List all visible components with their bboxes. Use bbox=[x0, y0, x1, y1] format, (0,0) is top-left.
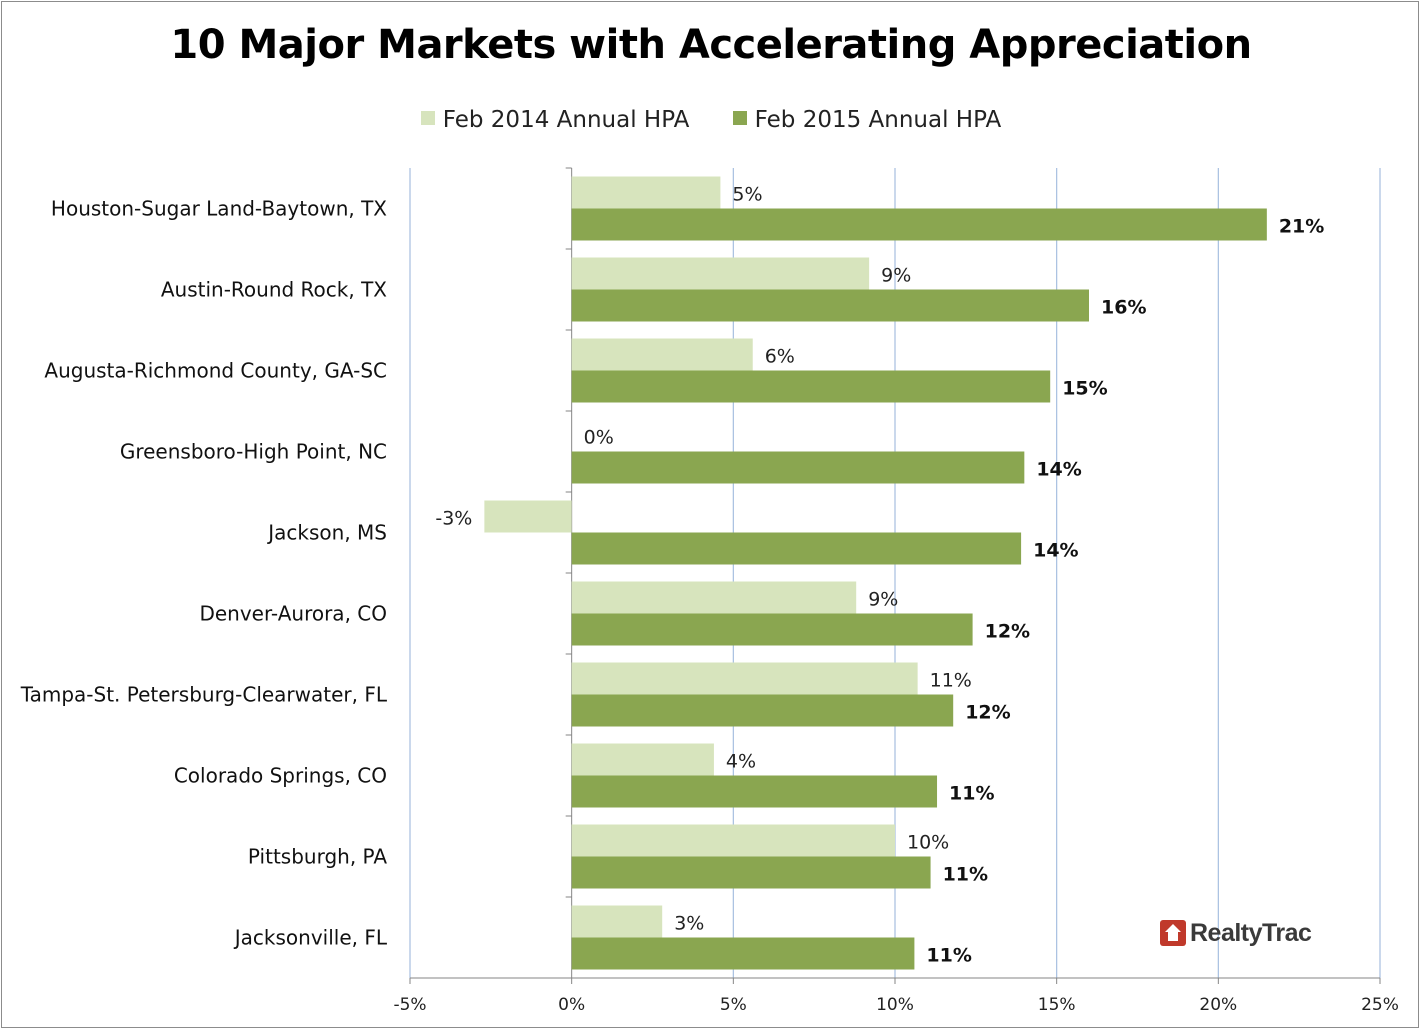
data-label-feb-2015: 16% bbox=[1101, 297, 1146, 319]
data-label-feb-2014: 4% bbox=[726, 751, 756, 773]
category-label: Denver-Aurora, CO bbox=[199, 602, 387, 626]
bar-feb-2014 bbox=[571, 176, 721, 209]
bar-feb-2015 bbox=[571, 208, 1267, 241]
bar-feb-2015 bbox=[571, 613, 973, 646]
data-label-feb-2015: 12% bbox=[965, 702, 1010, 724]
data-label-feb-2014: 6% bbox=[765, 346, 795, 368]
legend-swatch-2014 bbox=[420, 111, 435, 125]
data-label-feb-2014: 9% bbox=[868, 589, 898, 611]
bar-feb-2015 bbox=[571, 856, 931, 889]
data-label-feb-2015: 11% bbox=[943, 864, 988, 886]
bar-feb-2014 bbox=[571, 581, 857, 614]
bar-feb-2014 bbox=[571, 662, 918, 695]
legend-item-2015: Feb 2015 Annual HPA bbox=[732, 106, 1002, 133]
bar-feb-2014 bbox=[571, 824, 895, 857]
bar-feb-2015 bbox=[571, 694, 954, 727]
x-tick-label: 15% bbox=[1038, 995, 1076, 1015]
category-label: Colorado Springs, CO bbox=[174, 764, 387, 788]
bar-feb-2015 bbox=[571, 370, 1051, 403]
x-tick-label: 5% bbox=[720, 995, 747, 1015]
legend-item-2014: Feb 2014 Annual HPA bbox=[420, 106, 690, 133]
realtytrac-logo: RealtyTrac bbox=[1160, 918, 1312, 948]
category-label: Austin-Round Rock, TX bbox=[161, 278, 387, 302]
category-label: Jacksonville, FL bbox=[233, 926, 388, 950]
data-label-feb-2015: 21% bbox=[1279, 216, 1324, 238]
legend-swatch-2015 bbox=[732, 111, 747, 125]
category-label: Pittsburgh, PA bbox=[248, 845, 387, 869]
category-label: Greensboro-High Point, NC bbox=[120, 440, 387, 464]
data-label-feb-2014: 9% bbox=[881, 265, 911, 287]
bar-feb-2015 bbox=[571, 289, 1089, 322]
chart-title: 10 Major Markets with Accelerating Appre… bbox=[170, 22, 1252, 68]
bar-feb-2014 bbox=[484, 500, 572, 533]
bar-feb-2015 bbox=[571, 937, 915, 970]
bar-feb-2014 bbox=[571, 905, 663, 938]
x-tick-label: 0% bbox=[558, 995, 585, 1015]
category-label: Augusta-Richmond County, GA-SC bbox=[44, 359, 387, 383]
data-label-feb-2014: 0% bbox=[584, 427, 614, 449]
data-label-feb-2015: 15% bbox=[1062, 378, 1107, 400]
x-tick-label: 25% bbox=[1361, 995, 1399, 1015]
bar-feb-2015 bbox=[571, 451, 1025, 484]
category-label: Tampa-St. Petersburg-Clearwater, FL bbox=[20, 683, 388, 707]
x-tick-label: 10% bbox=[876, 995, 914, 1015]
data-label-feb-2014: 11% bbox=[930, 670, 972, 692]
data-label-feb-2014: 5% bbox=[732, 184, 762, 206]
logo-text: RealtyTrac bbox=[1190, 918, 1312, 947]
x-tick-label: 20% bbox=[1199, 995, 1237, 1015]
bar-feb-2014 bbox=[571, 743, 714, 776]
data-label-feb-2015: 14% bbox=[1033, 540, 1078, 562]
data-label-feb-2014: 10% bbox=[907, 832, 949, 854]
legend-label-2014: Feb 2014 Annual HPA bbox=[442, 106, 690, 133]
data-label-feb-2014: -3% bbox=[435, 508, 472, 530]
data-label-feb-2015: 11% bbox=[949, 783, 994, 805]
bar-feb-2015 bbox=[571, 532, 1022, 565]
x-tick-label: -5% bbox=[393, 995, 426, 1015]
house-icon bbox=[1160, 920, 1186, 946]
bar-feb-2015 bbox=[571, 775, 938, 808]
data-label-feb-2015: 11% bbox=[926, 945, 971, 967]
bar-feb-2014 bbox=[571, 257, 870, 290]
category-label: Jackson, MS bbox=[266, 521, 387, 545]
category-label: Houston-Sugar Land-Baytown, TX bbox=[51, 197, 387, 221]
data-label-feb-2014: 3% bbox=[674, 913, 704, 935]
data-label-feb-2015: 14% bbox=[1036, 459, 1081, 481]
data-label-feb-2015: 12% bbox=[985, 621, 1030, 643]
bar-feb-2014 bbox=[571, 338, 753, 371]
chart-legend: Feb 2014 Annual HPA Feb 2015 Annual HPA bbox=[0, 106, 1422, 133]
legend-label-2015: Feb 2015 Annual HPA bbox=[754, 106, 1002, 133]
